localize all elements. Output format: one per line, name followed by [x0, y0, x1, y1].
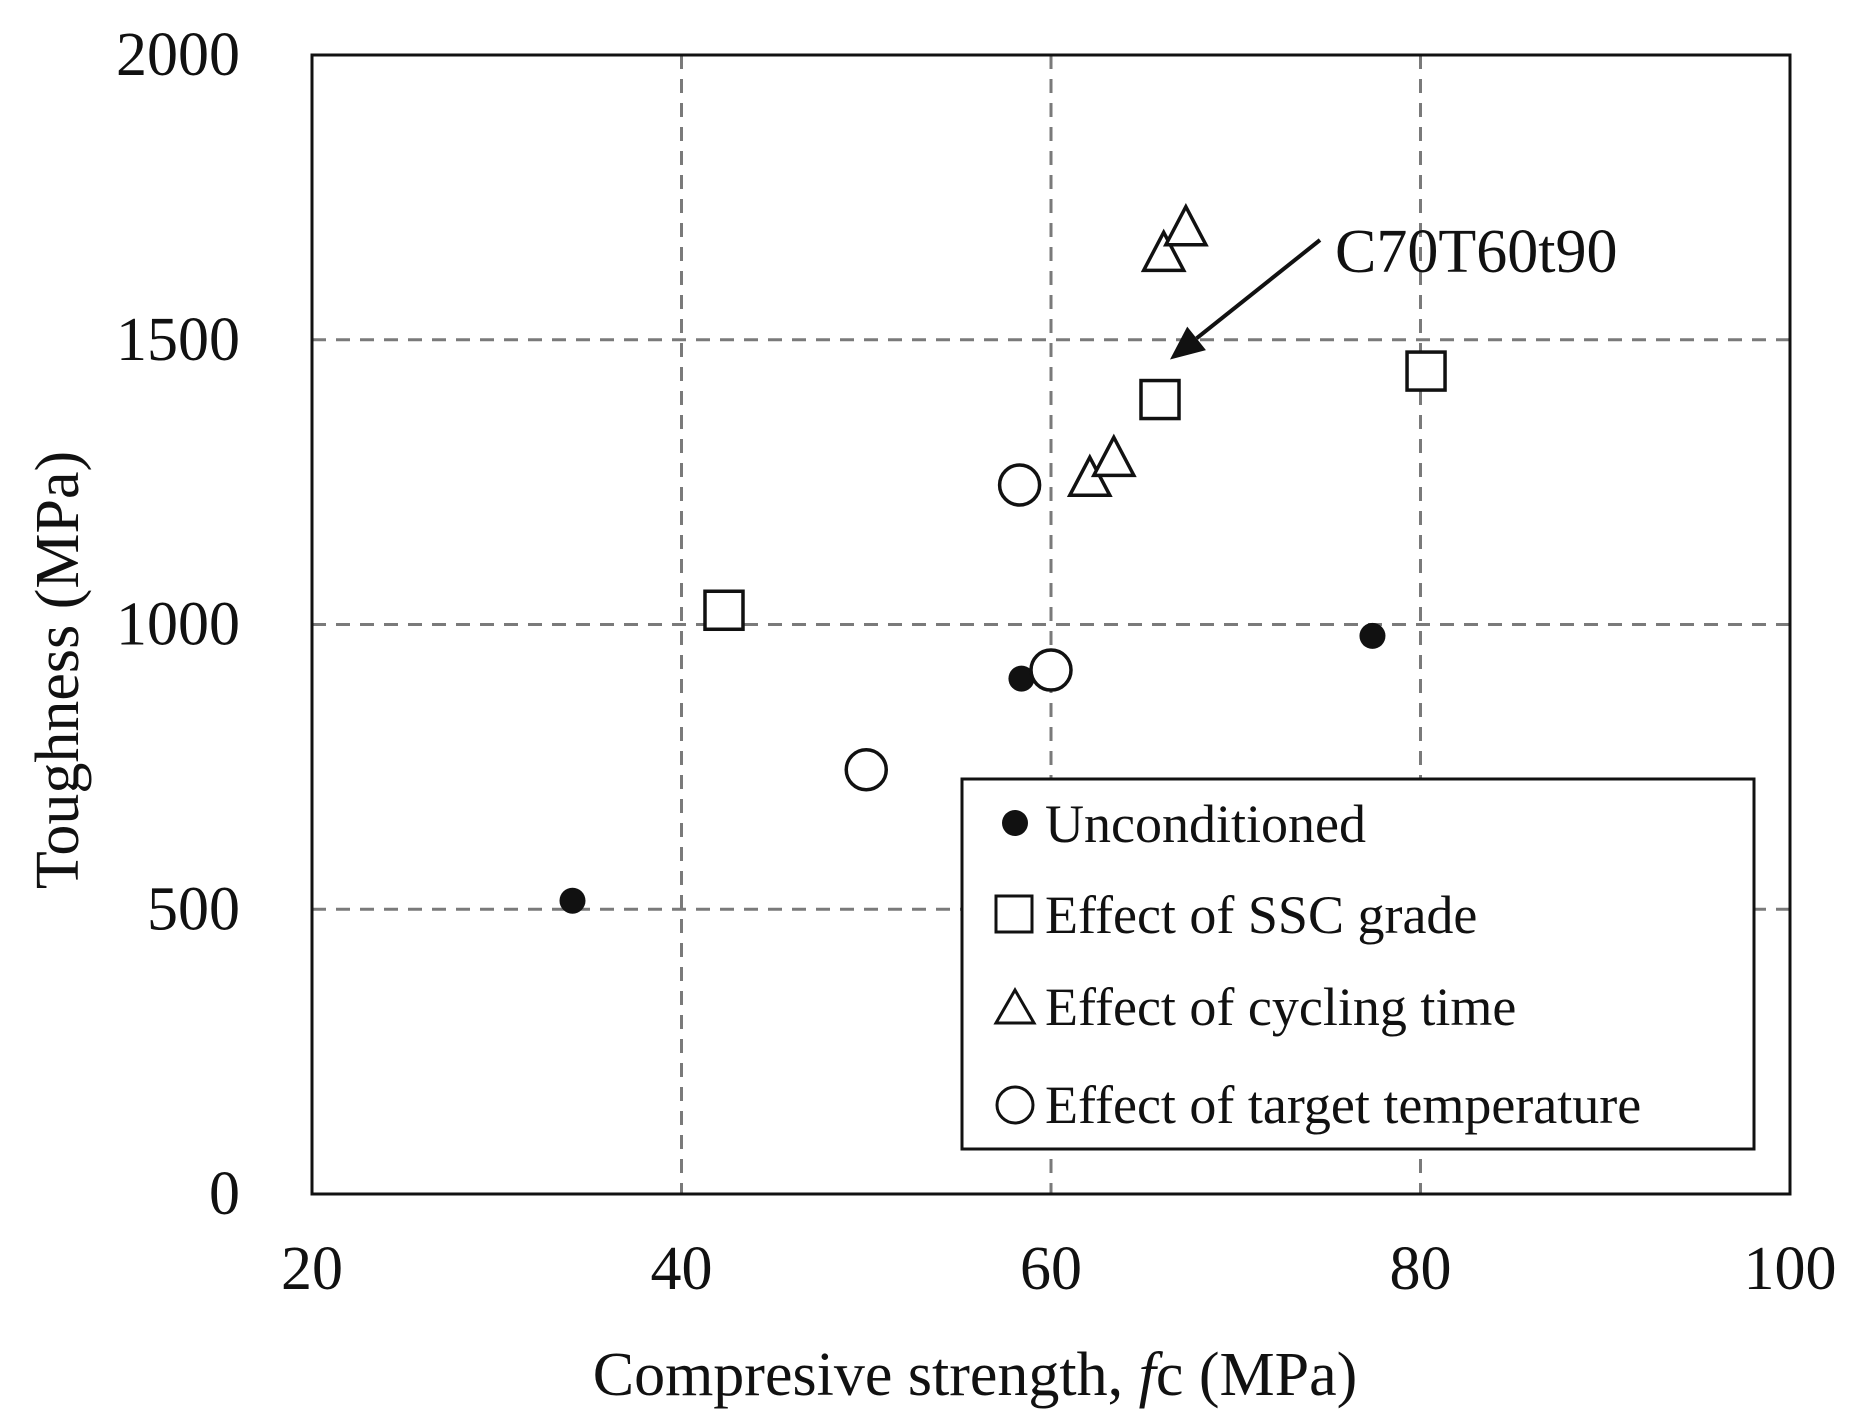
point-target-temperature [844, 747, 888, 792]
legend-marker-unconditioned [1002, 810, 1028, 836]
legend-label-unconditioned: Unconditioned [1045, 794, 1366, 854]
y-tick-label: 500 [147, 875, 240, 943]
annotation-label: C70T60t90 [1335, 218, 1617, 286]
point-unconditioned [559, 887, 586, 914]
data-points [559, 202, 1447, 914]
point-cycling-time [1090, 433, 1137, 478]
point-ssc-grade [1139, 378, 1181, 421]
y-tick-label: 2000 [116, 21, 240, 89]
legend: Unconditioned Effect of SSC grade Effect… [960, 777, 1756, 1151]
x-tick-label: 20 [281, 1235, 343, 1303]
y-tick-label: 1500 [116, 306, 240, 374]
point-ssc-grade [1405, 350, 1447, 392]
annotation-arrowhead [1170, 326, 1206, 360]
point-ssc-grade [703, 589, 745, 632]
y-axis-title: Toughness (MPa) [24, 451, 92, 889]
x-axis-title: Compresive strength, fc (MPa) [593, 1341, 1358, 1409]
point-target-temperature [997, 463, 1042, 507]
legend-box [960, 777, 1756, 1151]
y-tick-label: 0 [209, 1160, 240, 1228]
point-unconditioned [1359, 622, 1386, 649]
x-tick-label: 80 [1390, 1235, 1452, 1303]
legend-marker-ssc-grade [994, 894, 1034, 934]
x-tick-label: 60 [1020, 1235, 1082, 1303]
legend-label-cycling-time: Effect of cycling time [1045, 977, 1516, 1037]
annotation-arrow [1195, 238, 1322, 340]
y-tick-label: 1000 [116, 591, 240, 659]
point-cycling-time [1162, 202, 1209, 247]
legend-label-ssc-grade: Effect of SSC grade [1045, 885, 1477, 945]
point-target-temperature [1029, 648, 1073, 692]
legend-marker-target-temperature [995, 1085, 1035, 1125]
point-unconditioned [1008, 665, 1035, 692]
legend-marker-cycling-time [993, 986, 1037, 1025]
plot-area-frame [310, 53, 1792, 1196]
x-tick-label: 40 [651, 1235, 713, 1303]
point-cycling-time [1140, 228, 1187, 273]
annotation: C70T60t90 [1170, 218, 1617, 360]
x-tick-label: 100 [1744, 1235, 1837, 1303]
legend-label-target-temperature: Effect of target temperature [1045, 1075, 1641, 1135]
